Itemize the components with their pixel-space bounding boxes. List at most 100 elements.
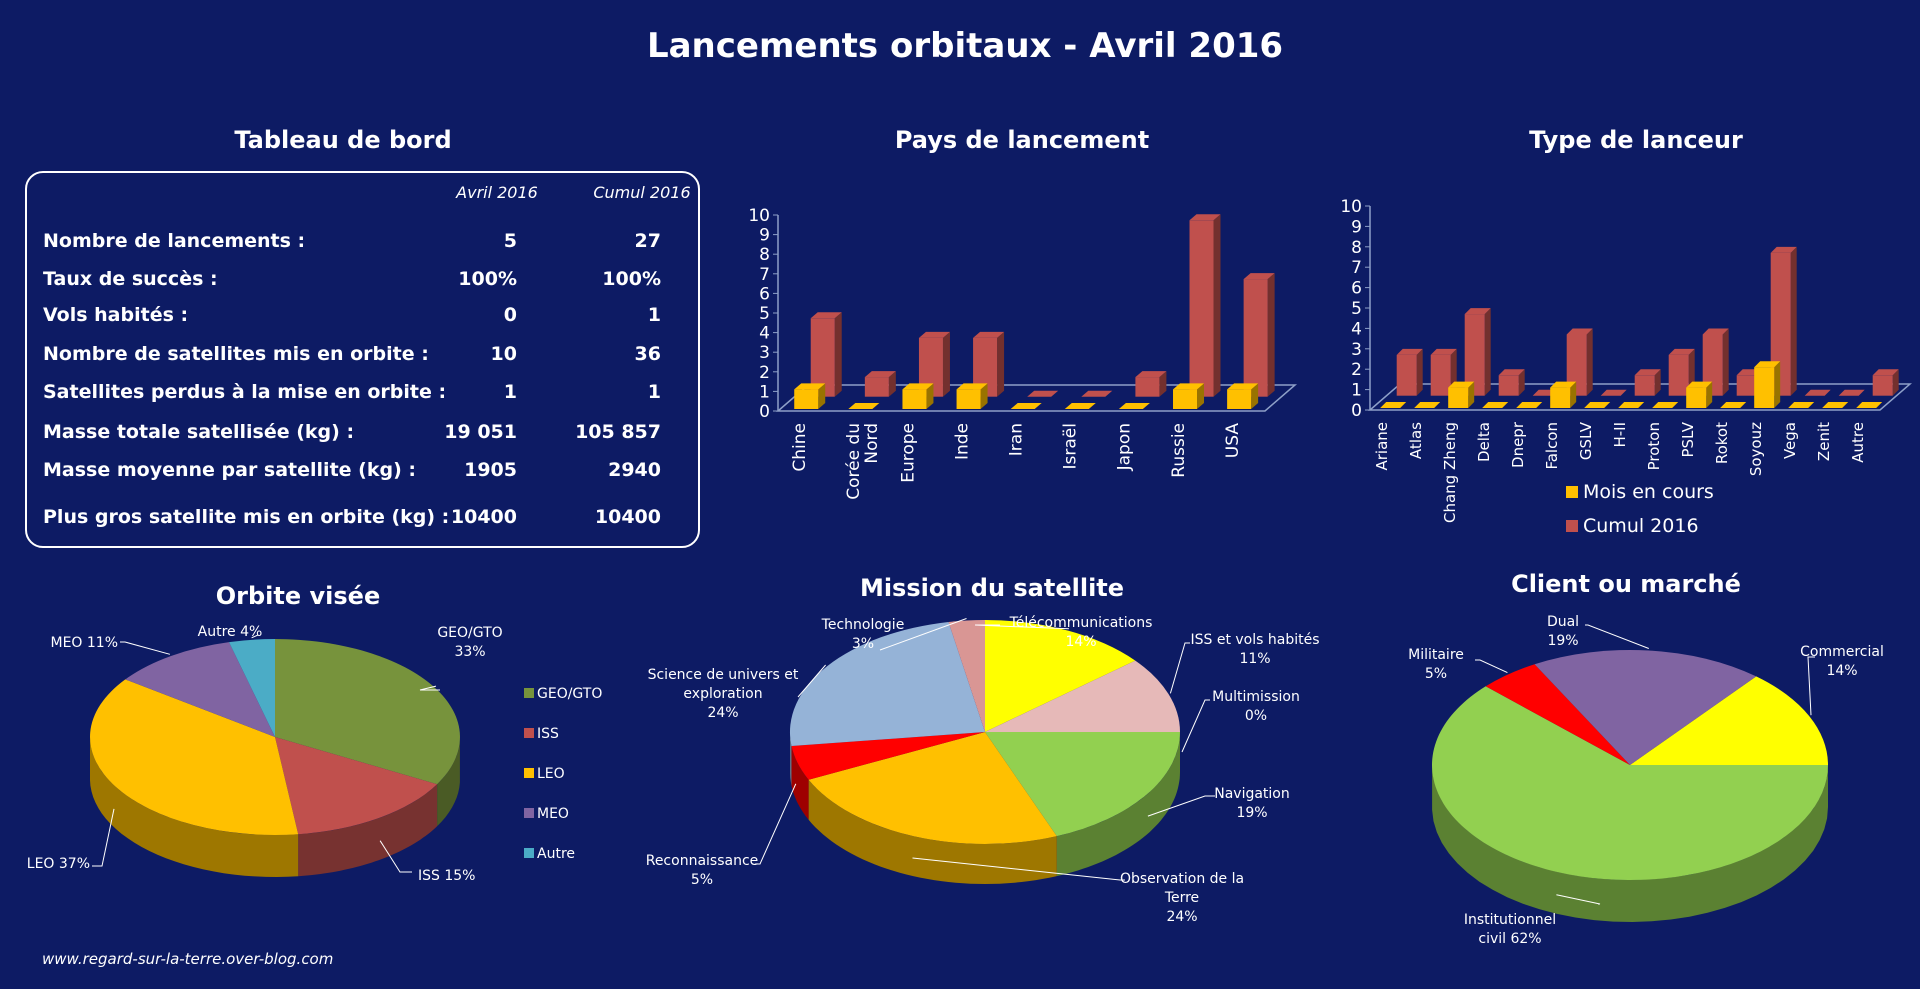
bar-cumul [1634,369,1661,396]
bar-cumul [1027,390,1059,397]
x-tick-label: Corée du [844,423,864,500]
bar-month [956,383,988,409]
dashboard-row-value-cumul: 1 [647,381,661,403]
dashboard-row: Plus gros satellite mis en orbite (kg) :… [43,506,683,536]
bar-cumul-front [1566,334,1587,396]
pie-side-iss [298,784,438,877]
pie-data-label: Dual [1547,614,1579,630]
pie-data-label: civil 62% [1478,931,1541,947]
bar-cumul-top [1396,348,1423,355]
bar-month-side [926,383,934,409]
pie-data-label: Autre 4% [198,624,263,640]
x-tick-label: Vega [1781,422,1799,459]
bar-cumul-top [1702,328,1729,335]
bar-cumul [1702,328,1729,396]
pie-slice-geo-gto [275,639,460,785]
dashboard-row-value-cumul: 100% [602,268,661,290]
x-tick-label: Atlas [1407,422,1425,459]
y-tick-label: 3 [759,343,770,363]
dashboard-row-value-month: 5 [503,230,517,252]
dashboard-row: Nombre de satellites mis en orbite : 10 … [43,343,683,373]
pie-leader-line [120,641,171,655]
y-tick-label: 2 [759,363,770,383]
bar-cumul [864,371,896,397]
bar-month [1754,361,1781,408]
pie-data-label: 24% [1166,909,1197,925]
legend-swatch [524,768,534,778]
pie-data-label: Télécommunications [1009,615,1153,631]
pie-data-label: Militaire [1408,647,1464,663]
y-tick-label: 4 [1351,319,1362,339]
x-tick-label: Inde [952,423,972,460]
bar-cumul-side [997,331,1005,397]
bar-cumul-top [1464,308,1491,315]
pie-slice-institutionnel-civil [1432,686,1828,881]
bar-cumul-side [1722,328,1729,396]
bar-month-side [1251,383,1259,409]
pays-chart-title: Pays de lancement [894,126,1150,154]
x-tick-label: Chine [790,423,810,472]
x-tick-label: Russie [1169,423,1189,478]
bar-cumul-top [1770,246,1797,253]
pie-leader-line [1147,795,1215,817]
dashboard-row: Nombre de lancements : 5 27 [43,230,683,260]
pie-data-label: 5% [1425,666,1447,682]
bar-cumul-top [973,331,1005,338]
pie-data-label: 3% [852,636,874,652]
dashboard-row: Taux de succès : 100% 100% [43,268,683,298]
bar-month [1686,381,1713,408]
bar-cumul-side [1892,369,1899,396]
dashboard-row-value-cumul: 105 857 [575,421,661,443]
pie-slice-meo [125,642,275,737]
x-tick-label: Falcon [1543,422,1561,470]
x-tick-label: Ariane [1373,422,1391,471]
pie-leader-line [1807,656,1815,716]
bar-cumul-top [810,312,842,319]
footer-url: www.regard-sur-la-terre.over-blog.com [42,950,334,968]
pie-leader-line [755,783,797,865]
dashboard-col2-header: Cumul 2016 [593,183,691,202]
bar-cumul [1498,369,1525,396]
dashboard-row-value-month: 0 [503,304,517,326]
bar-cumul-side [1586,328,1593,396]
bar-cumul-top [1189,214,1221,221]
pie-data-label: 33% [454,644,485,660]
pie-data-label: 19% [1236,805,1267,821]
bar-cumul [1770,246,1797,396]
bar-month [1380,402,1407,408]
dashboard-row-value-month: 10 [490,343,517,365]
pie-data-label: Science de univers et [648,667,799,683]
x-tick-label: Chang Zheng [1441,422,1459,523]
bar-month-front [1227,389,1252,409]
pie-data-label: 5% [691,872,713,888]
x-tick-label: PSLV [1679,421,1697,457]
bar-month [1482,402,1509,408]
bar-month [848,403,880,409]
x-tick-label: Europe [898,423,918,483]
pie-slice-dual [1534,649,1757,765]
pie-data-label: Navigation [1214,786,1290,802]
y-tick-label: 6 [1351,279,1362,299]
y-tick-label: 6 [759,284,770,304]
bar-cumul-top [1668,348,1695,355]
y-tick-label: 8 [759,245,770,265]
bar-month [1448,381,1475,408]
bar-month [1584,402,1611,408]
pie-side-leo [90,738,299,877]
bar-cumul-top [1872,369,1899,376]
bar-month-front [1173,389,1198,409]
pie-leader-line [1181,699,1210,753]
bar-month [1064,403,1096,409]
pie-slice-observation-de-la-terre [808,732,1057,844]
bar-month [1822,402,1849,408]
dashboard-row: Vols habités : 0 1 [43,304,683,334]
x-tick-label: Proton [1645,422,1663,470]
bar-cumul [1243,273,1275,397]
dashboard-row-value-cumul: 10400 [594,506,661,528]
pie-side-institutionnel-civil [1432,765,1828,922]
bar-cumul-side [834,312,842,397]
bar-month-side [1570,381,1577,408]
bar-month [794,383,826,409]
bar-cumul-front [1872,375,1893,396]
bar-cumul-top [1430,348,1457,355]
